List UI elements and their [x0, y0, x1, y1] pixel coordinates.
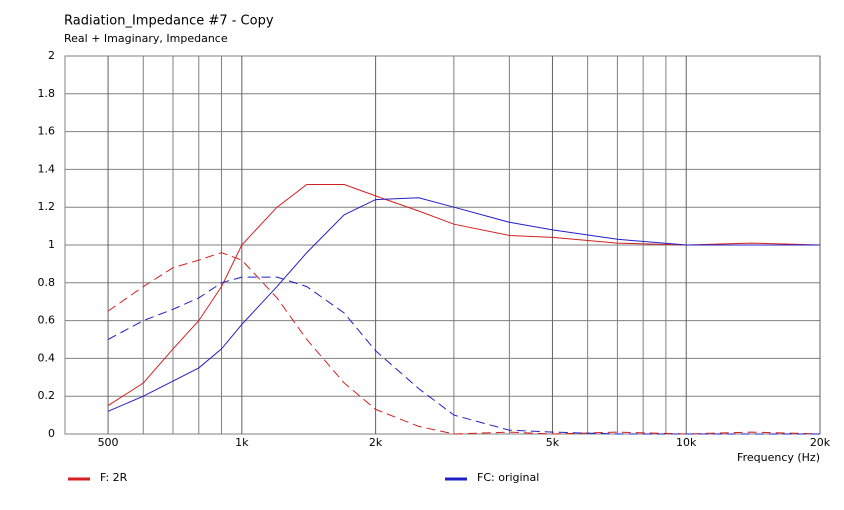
x-tick-label: 20k [810, 436, 831, 449]
y-tick-label: 1.2 [38, 200, 56, 213]
x-tick-label: 1k [235, 436, 249, 449]
chart-title: Radiation_Impedance #7 - Copy [64, 14, 274, 29]
y-tick-label: 2 [48, 49, 55, 62]
chart-subtitle: Real + Imaginary, Impedance [64, 32, 228, 45]
y-tick-label: 1.8 [38, 87, 56, 100]
x-tick-label: 5k [546, 436, 560, 449]
x-tick-label: 500 [98, 436, 119, 449]
y-tick-label: 0.4 [38, 351, 56, 364]
y-tick-label: 0.2 [38, 389, 56, 402]
x-axis-label: Frequency (Hz) [737, 451, 820, 464]
y-tick-label: 0 [48, 427, 55, 440]
imaginary-line [107, 252, 821, 435]
y-tick-label: 0.8 [38, 276, 56, 289]
y-tick-label: 1.4 [38, 162, 56, 175]
y-tick-label: 1 [48, 238, 55, 251]
y-tick-label: 0.6 [38, 314, 56, 327]
x-tick-label: 10k [676, 436, 697, 449]
x-tick-label: 2k [369, 436, 383, 449]
real-line [107, 184, 821, 407]
legend-label: F: 2R [100, 471, 128, 484]
y-tick-label: 1.6 [38, 125, 56, 138]
imaginary-line [107, 276, 820, 435]
legend-label: FC: original [477, 471, 539, 484]
real-line [107, 197, 820, 412]
